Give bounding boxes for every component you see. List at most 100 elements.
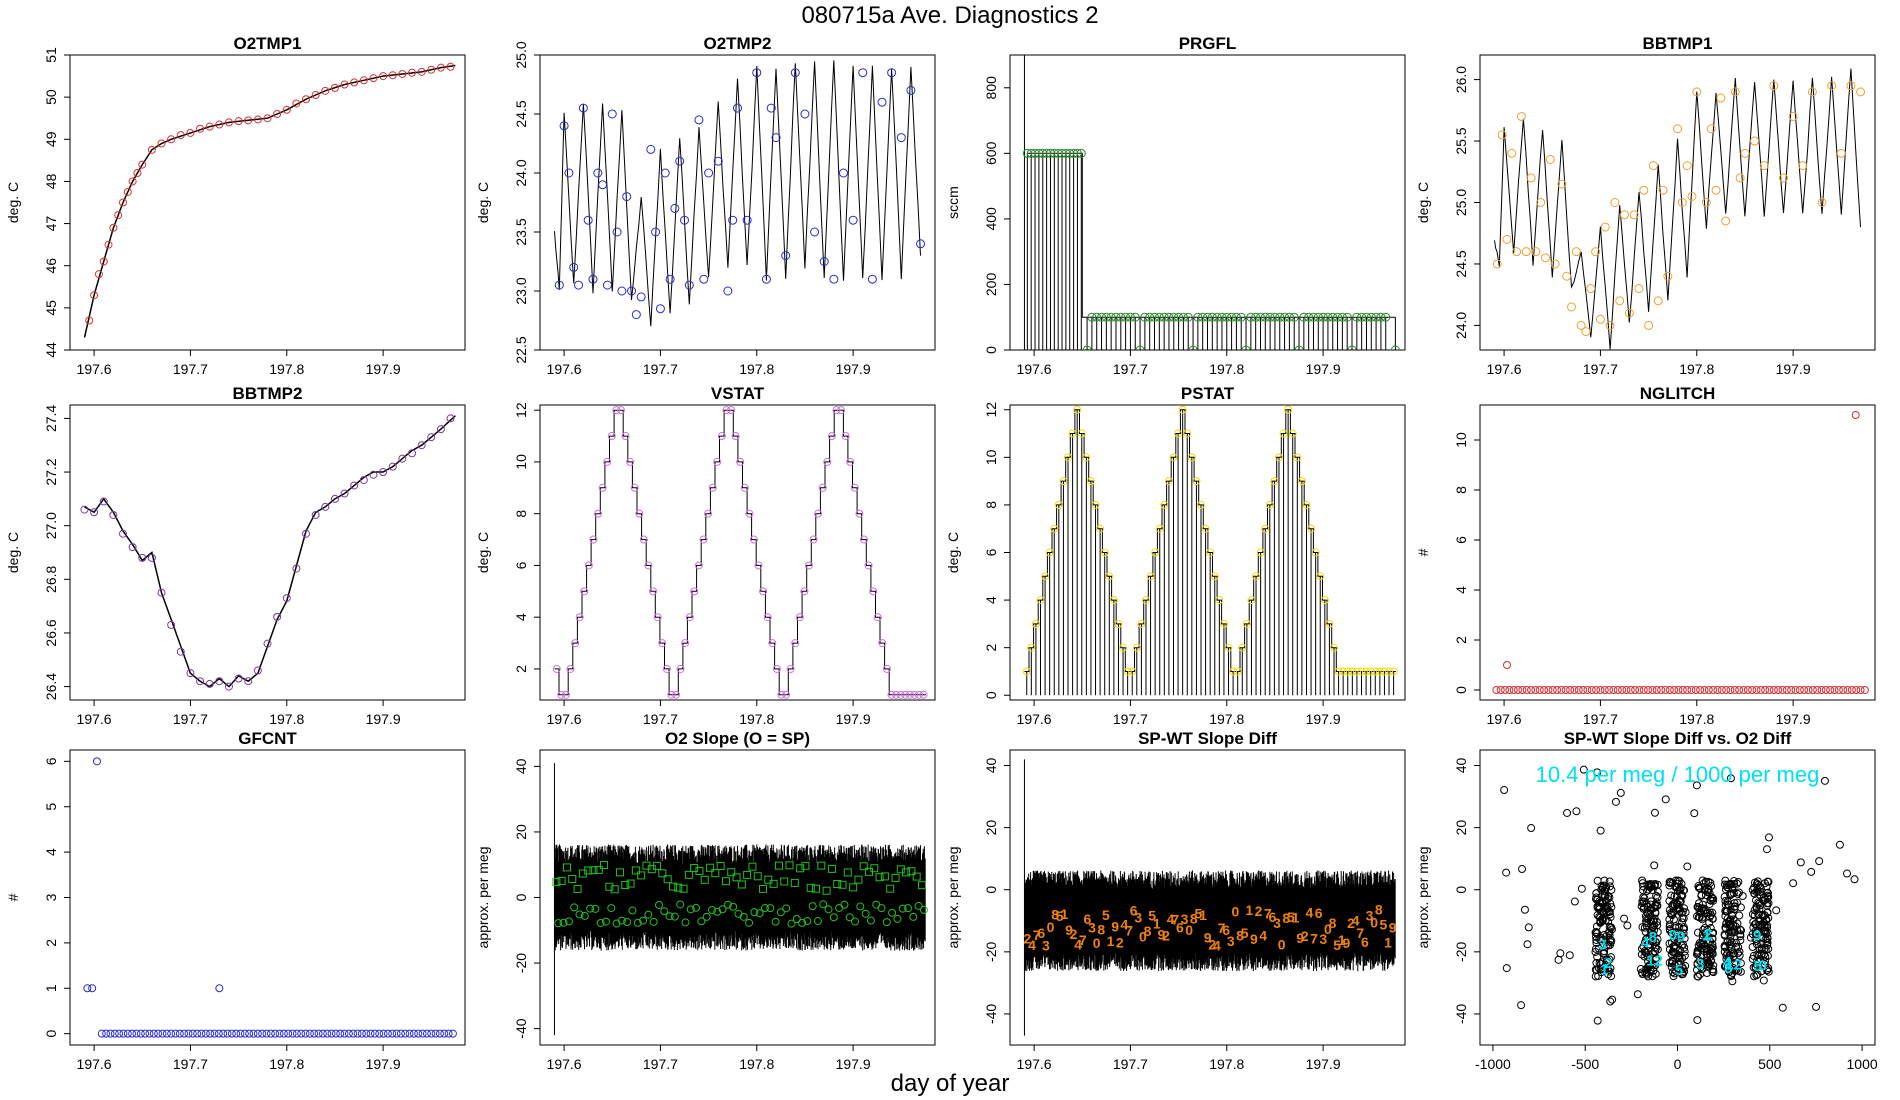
- y-tick-label: 1: [43, 984, 59, 992]
- data-point: [1748, 954, 1757, 963]
- data-point: [1701, 878, 1710, 887]
- data-point: [1836, 148, 1846, 158]
- circle-marker: [623, 918, 632, 927]
- y-tick-label: 2: [43, 939, 59, 947]
- digit-marker: 7: [1171, 911, 1179, 927]
- data-point: [271, 1029, 280, 1038]
- data-point: [1778, 173, 1788, 183]
- data-point: [1653, 935, 1662, 944]
- digit-marker: 3: [1042, 938, 1050, 954]
- data-point: [362, 1029, 371, 1038]
- data-point: [1694, 972, 1703, 981]
- data-point: [1728, 911, 1737, 920]
- data-point: [418, 1029, 427, 1038]
- data-point: [1723, 938, 1732, 947]
- data-point: [115, 1029, 124, 1038]
- data-point: [1750, 136, 1760, 146]
- square-marker: [817, 861, 826, 870]
- circle-marker: [888, 908, 897, 917]
- data-point: [1106, 312, 1116, 322]
- data-point: [1778, 1003, 1787, 1012]
- data-point: [1796, 858, 1805, 867]
- data-point: [781, 251, 791, 261]
- circle-marker: [813, 917, 822, 926]
- data-point: [1652, 686, 1661, 694]
- data-point: [1670, 686, 1679, 694]
- plot-area: [80, 414, 456, 691]
- data-point: [1164, 312, 1174, 322]
- data-point: [1706, 124, 1716, 134]
- data-point: [1735, 173, 1745, 183]
- data-point: [864, 561, 873, 570]
- data-point: [1376, 312, 1386, 322]
- data-point: [713, 156, 723, 166]
- data-point: [676, 664, 685, 673]
- data-point: [1856, 87, 1866, 97]
- y-tick-label: 0: [983, 886, 999, 894]
- data-point: [612, 406, 621, 415]
- data-point: [1675, 886, 1684, 895]
- data-point: [186, 669, 195, 678]
- data-point: [1150, 312, 1160, 322]
- data-point: [1752, 971, 1761, 980]
- data-point: [227, 1029, 236, 1038]
- data-point: [651, 227, 661, 237]
- data-point: [1691, 686, 1700, 694]
- data-point: [275, 1029, 284, 1038]
- data-point: [1677, 891, 1686, 900]
- cyan-label: 1: [1600, 961, 1608, 978]
- data-point: [1212, 312, 1222, 322]
- data-point: [1665, 881, 1674, 890]
- data-point: [1348, 667, 1357, 676]
- data-point: [699, 535, 708, 544]
- data-point: [1203, 312, 1212, 322]
- data-point: [598, 180, 608, 190]
- data-point: [180, 1029, 189, 1038]
- data-point: [598, 483, 607, 492]
- panel-title: PRGFL: [1179, 34, 1237, 53]
- data-point: [1357, 667, 1366, 676]
- data-point: [1068, 429, 1077, 438]
- data-point: [670, 203, 680, 213]
- data-point: [671, 690, 680, 699]
- data-point: [1100, 548, 1109, 557]
- data-point: [1522, 686, 1531, 694]
- data-point: [1699, 925, 1708, 934]
- data-point: [128, 543, 137, 552]
- circle-marker: [628, 906, 637, 915]
- square-marker: [690, 863, 699, 872]
- data-point: [580, 587, 589, 596]
- data-point: [1698, 915, 1707, 924]
- data-point: [104, 240, 113, 249]
- data-point: [1631, 686, 1640, 694]
- data-point: [405, 1029, 414, 1038]
- data-point: [1270, 312, 1280, 322]
- plot-frame: [69, 54, 466, 351]
- data-point: [1561, 686, 1570, 694]
- square-marker: [790, 878, 799, 887]
- data-point: [1507, 148, 1517, 158]
- data-point: [662, 664, 671, 673]
- data-point: [1674, 934, 1683, 943]
- data-point: [301, 1029, 310, 1038]
- digit-marker: 6: [1361, 934, 1369, 950]
- data-point: [1641, 968, 1650, 977]
- circle-marker: [771, 917, 780, 926]
- data-point: [1151, 548, 1160, 557]
- data-point: [1700, 923, 1709, 932]
- data-point: [321, 502, 330, 511]
- data-point: [1544, 686, 1553, 694]
- data-point: [1827, 81, 1837, 91]
- data-point: [1813, 686, 1822, 694]
- data-point: [1366, 312, 1376, 322]
- data-point: [1645, 881, 1654, 890]
- data-point: [1826, 686, 1835, 694]
- data-point: [1280, 312, 1290, 322]
- data-point: [1620, 210, 1630, 220]
- data-point: [1325, 619, 1334, 628]
- data-point: [1787, 686, 1796, 694]
- data-point: [1642, 935, 1651, 944]
- cyan-label: 5: [1753, 958, 1761, 975]
- data-point: [617, 286, 627, 296]
